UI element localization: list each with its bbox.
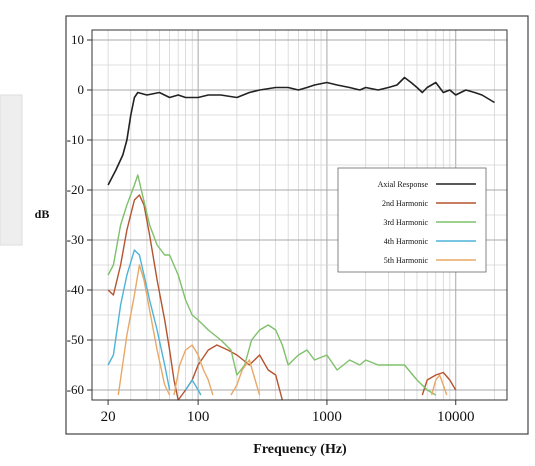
x-tick-labels: 20 100 1000 10000 — [101, 400, 475, 425]
y-tick-label: -60 — [67, 382, 84, 397]
series-line-5 — [117, 264, 448, 396]
series-line-4 — [107, 249, 202, 396]
y-tick-labels: 10 0 -10 -20 -30 -40 -50 -60 — [67, 32, 92, 397]
y-tick-label: -50 — [67, 332, 84, 347]
y-tick-label: 10 — [71, 32, 84, 47]
x-tick-label: 100 — [187, 409, 210, 425]
y-tick-label: -40 — [67, 282, 84, 297]
legend-label: 5th Harmonic — [384, 256, 429, 265]
x-tick-label: 10000 — [437, 409, 475, 425]
series-line-1 — [107, 76, 495, 186]
y-tick-label: -20 — [67, 182, 84, 197]
legend-label: Axial Response — [378, 180, 429, 189]
series-layer — [107, 76, 495, 401]
legend-label: 3rd Harmonic — [383, 218, 428, 227]
x-tick-label: 20 — [101, 409, 116, 425]
plot-border — [91, 29, 508, 401]
background-card — [0, 94, 23, 246]
y-tick-label: -30 — [67, 232, 84, 247]
y-tick-label: -10 — [67, 132, 84, 147]
series-line-3 — [107, 174, 437, 396]
y-tick-label: 0 — [78, 82, 85, 97]
y-axis-label: dB — [35, 207, 50, 221]
legend-box — [337, 167, 487, 273]
legend: Axial Response 2nd Harmonic 3rd Harmonic 4t… — [337, 167, 487, 273]
legend-label: 2nd Harmonic — [382, 199, 428, 208]
x-tick-label: 1000 — [312, 409, 342, 425]
x-axis-label: Frequency (Hz) — [253, 442, 347, 457]
legend-label: 4th Harmonic — [384, 237, 429, 246]
